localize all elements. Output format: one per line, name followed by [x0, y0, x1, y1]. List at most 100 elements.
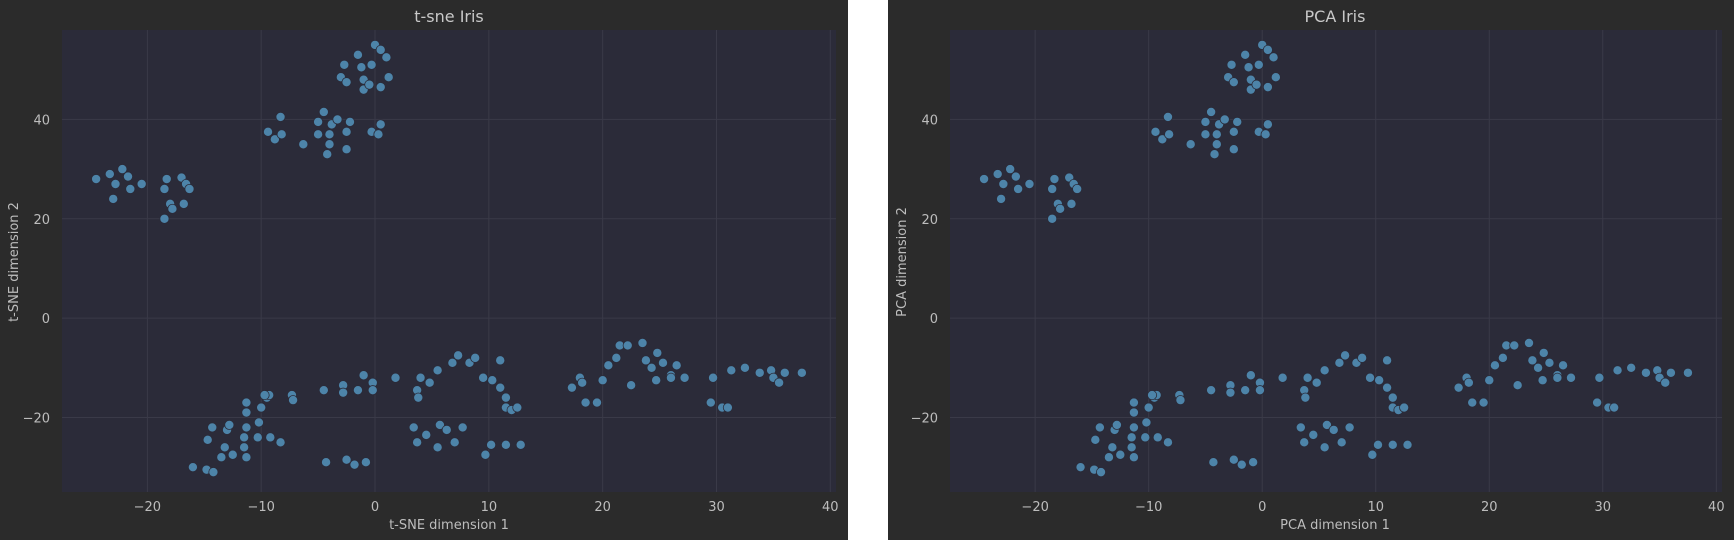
x-axis-label: t-SNE dimension 1	[389, 518, 509, 533]
y-tick-label: 20	[921, 213, 938, 228]
data-point	[646, 362, 657, 373]
data-point	[256, 402, 267, 413]
data-point	[1365, 372, 1376, 383]
data-point	[1111, 419, 1122, 430]
data-point	[202, 434, 213, 445]
data-point	[1126, 442, 1137, 453]
data-point	[1319, 442, 1330, 453]
data-point	[1185, 139, 1196, 150]
data-point	[227, 449, 238, 460]
data-point	[1232, 116, 1243, 127]
data-point	[366, 59, 377, 70]
data-point	[324, 129, 335, 140]
data-point	[322, 149, 333, 160]
data-point	[1228, 77, 1239, 88]
data-point	[1162, 437, 1173, 448]
data-point	[1024, 178, 1035, 189]
data-point	[1236, 459, 1247, 470]
data-point	[478, 372, 489, 383]
data-point	[1262, 44, 1273, 55]
data-point	[269, 134, 280, 145]
data-point	[577, 377, 588, 388]
data-point	[207, 422, 218, 433]
data-point	[432, 442, 443, 453]
x-tick-label: 10	[1367, 500, 1384, 515]
data-point	[1047, 213, 1058, 224]
data-point	[341, 77, 352, 88]
y-tick-label: 0	[930, 312, 938, 327]
data-point	[432, 365, 443, 376]
data-point	[626, 380, 637, 391]
data-point	[104, 169, 115, 180]
data-point	[1128, 397, 1139, 408]
data-point	[125, 183, 136, 194]
data-point	[1209, 149, 1220, 160]
data-point	[288, 395, 299, 406]
data-point	[108, 193, 119, 204]
data-point	[1387, 392, 1398, 403]
data-point	[1162, 111, 1173, 122]
data-point	[136, 178, 147, 189]
data-point	[253, 417, 264, 428]
data-point	[1175, 395, 1186, 406]
data-point	[1251, 79, 1262, 90]
data-point	[1157, 134, 1168, 145]
data-point	[1211, 129, 1222, 140]
data-point	[1141, 417, 1152, 428]
data-point	[408, 422, 419, 433]
data-point	[1075, 462, 1086, 473]
y-tick-label: 0	[42, 312, 50, 327]
data-point	[349, 459, 360, 470]
data-point	[1206, 106, 1217, 117]
data-point	[1228, 454, 1239, 465]
data-point	[91, 174, 102, 185]
data-point	[1240, 49, 1251, 60]
data-point	[1010, 171, 1021, 182]
data-point	[1047, 183, 1058, 194]
data-point	[413, 392, 424, 403]
data-point	[447, 357, 458, 368]
data-point	[1665, 367, 1676, 378]
data-point	[318, 106, 329, 117]
data-point	[637, 337, 648, 348]
data-point	[1072, 183, 1083, 194]
x-tick-label: 30	[1595, 500, 1612, 515]
data-point	[1373, 439, 1384, 450]
data-point	[1095, 467, 1106, 478]
data-point	[1300, 392, 1311, 403]
data-point	[110, 178, 121, 189]
y-tick-label: −20	[911, 411, 938, 426]
data-point	[1152, 432, 1163, 443]
data-point	[1270, 72, 1281, 83]
data-point	[597, 375, 608, 386]
data-point	[1206, 385, 1217, 396]
data-point	[1219, 114, 1230, 125]
data-point	[1527, 355, 1538, 366]
data-point	[1566, 372, 1577, 383]
y-tick-label: −20	[23, 411, 50, 426]
data-point	[1128, 422, 1139, 433]
data-point	[1478, 397, 1489, 408]
data-point	[495, 382, 506, 393]
data-point	[640, 355, 651, 366]
data-point	[1240, 385, 1251, 396]
data-point	[979, 174, 990, 185]
data-point	[1107, 442, 1118, 453]
data-point	[1254, 385, 1265, 396]
data-point	[1387, 439, 1398, 450]
data-point	[1253, 59, 1264, 70]
data-point	[1344, 422, 1355, 433]
data-point	[1660, 377, 1671, 388]
data-point	[1248, 457, 1259, 468]
data-point	[358, 370, 369, 381]
data-point	[1626, 362, 1637, 373]
data-point	[998, 178, 1009, 189]
data-point	[239, 442, 250, 453]
x-tick-label: 20	[1481, 500, 1498, 515]
data-point	[352, 385, 363, 396]
chart-panel-tsne: t-sne Iris t-SNE dimension 1 t-SNE dimen…	[0, 0, 848, 540]
data-point	[1311, 377, 1322, 388]
data-point	[1103, 452, 1114, 463]
data-point	[580, 397, 591, 408]
data-point	[1382, 355, 1393, 366]
